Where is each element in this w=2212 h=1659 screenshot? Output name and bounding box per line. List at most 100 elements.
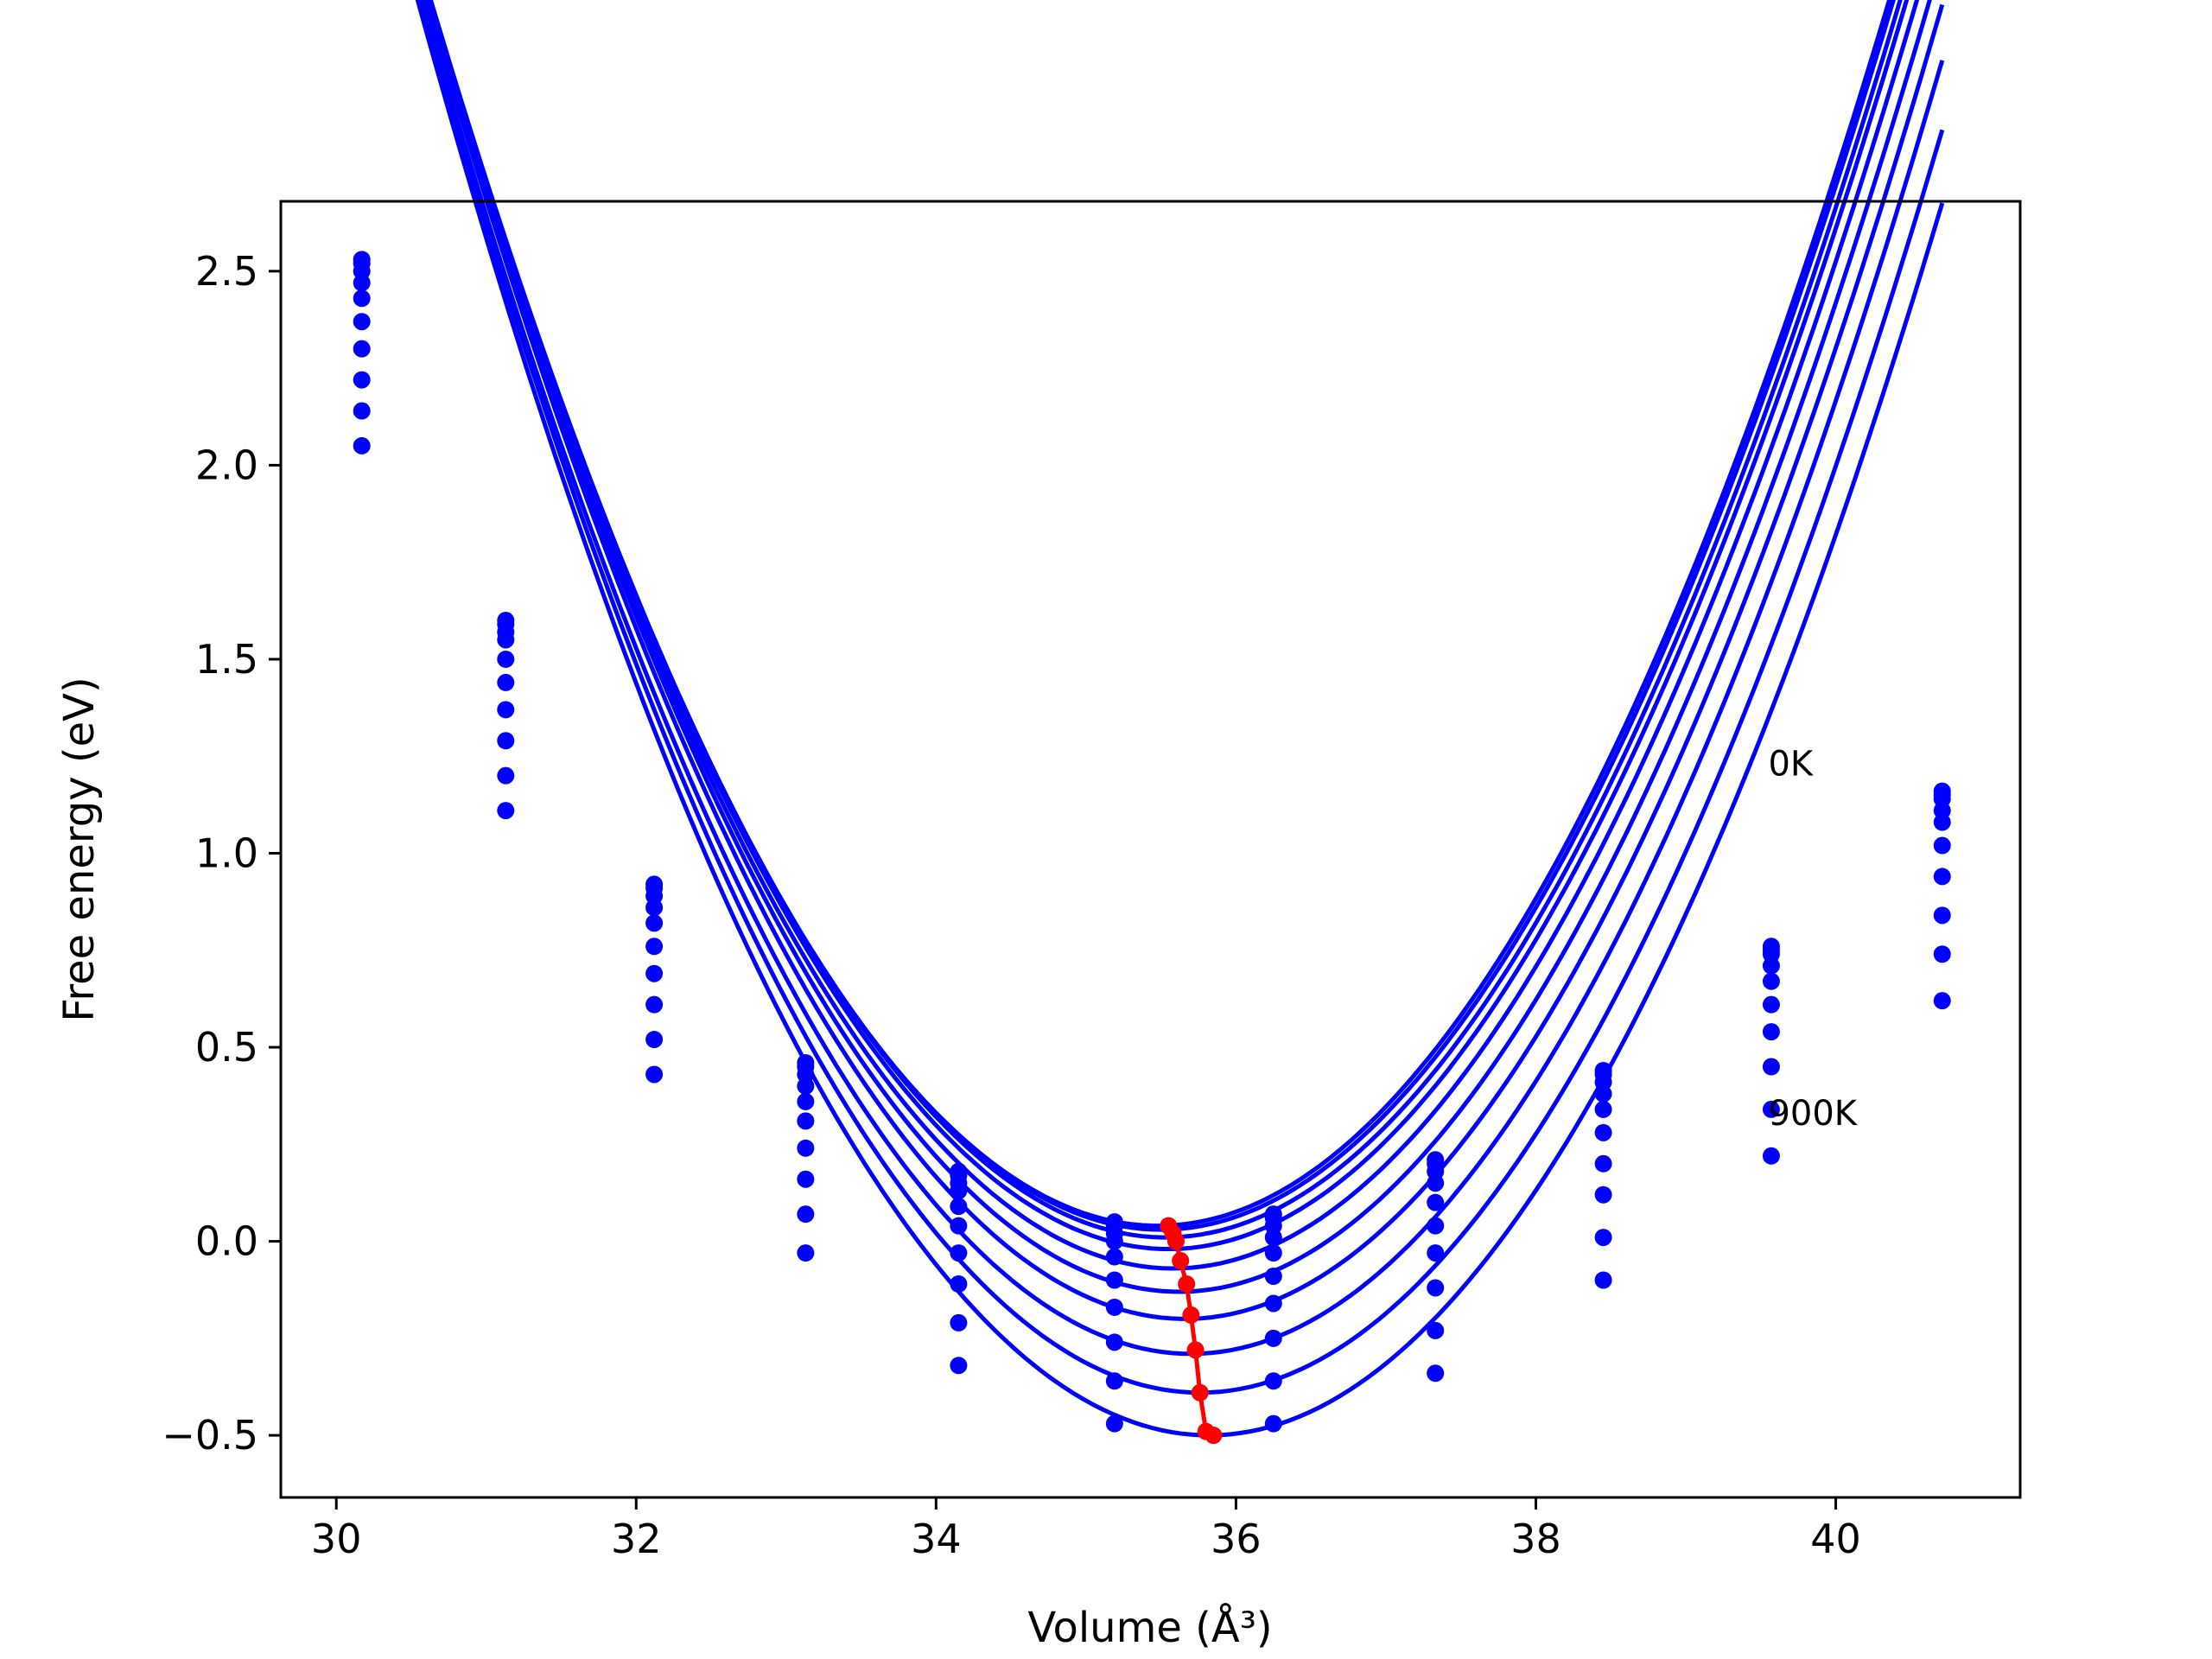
- x-tick-label: 30: [311, 1516, 362, 1562]
- data-point: [497, 631, 515, 649]
- series-line-8: [418, 0, 1945, 1395]
- data-point: [497, 802, 515, 820]
- data-point: [1427, 1244, 1445, 1262]
- data-point: [797, 1205, 815, 1224]
- data-point: [645, 914, 664, 932]
- data-point: [1594, 1084, 1612, 1103]
- data-point: [1264, 1244, 1282, 1262]
- data-point: [1105, 1333, 1123, 1351]
- data-point: [1105, 1248, 1123, 1266]
- data-point: [353, 436, 371, 454]
- data-point: [950, 1182, 968, 1200]
- data-point: [645, 899, 664, 917]
- data-point: [1427, 1364, 1445, 1382]
- data-point: [497, 766, 515, 785]
- data-point: [645, 938, 664, 956]
- x-axis-ticks: 30 32 34 36 38 40: [311, 1497, 1861, 1562]
- minimum-point: [1186, 1341, 1205, 1359]
- minimum-point: [1191, 1383, 1209, 1402]
- data-point: [1264, 1414, 1282, 1433]
- data-point: [645, 964, 664, 982]
- x-tick-label: 34: [911, 1516, 962, 1562]
- data-point: [1762, 1100, 1780, 1118]
- minimum-point: [1178, 1274, 1196, 1293]
- minimum-point: [1167, 1232, 1185, 1250]
- y-tick-label: 1.5: [195, 636, 258, 683]
- data-point: [353, 371, 371, 389]
- y-tick-label: −0.5: [162, 1412, 258, 1459]
- x-tick-label: 32: [611, 1516, 662, 1562]
- y-axis-ticks: −0.5 0.0 0.5 1.0 1.5 2.0 2.5: [162, 248, 281, 1459]
- y-tick-label: 2.0: [195, 442, 258, 488]
- data-point: [797, 1170, 815, 1188]
- series-line-7: [420, 0, 1945, 1357]
- minimum-point: [1205, 1427, 1223, 1445]
- data-point: [1594, 1123, 1612, 1141]
- data-point: [497, 701, 515, 719]
- data-point: [1105, 1372, 1123, 1390]
- data-point: [645, 1031, 664, 1049]
- data-point: [1264, 1229, 1282, 1247]
- data-point: [1594, 1185, 1612, 1204]
- data-point: [950, 1274, 968, 1293]
- data-point: [1762, 1023, 1780, 1041]
- minimum-point: [1172, 1252, 1190, 1270]
- series-points: [353, 251, 1951, 1433]
- data-point: [1264, 1329, 1282, 1347]
- data-point: [1933, 992, 1951, 1010]
- data-point: [353, 402, 371, 420]
- x-axis-label: Volume (Å³): [1027, 1603, 1272, 1652]
- data-point: [353, 313, 371, 331]
- data-point: [797, 1244, 815, 1262]
- data-point: [1762, 957, 1780, 975]
- minimum-point: [1182, 1306, 1200, 1324]
- series-curves: [415, 0, 1945, 1438]
- x-tick-label: 38: [1510, 1516, 1561, 1562]
- data-point: [1594, 1229, 1612, 1247]
- data-point: [797, 1092, 815, 1110]
- y-tick-label: 1.0: [195, 830, 258, 876]
- data-point: [797, 1112, 815, 1130]
- y-tick-label: 0.0: [195, 1218, 258, 1265]
- data-point: [1762, 972, 1780, 990]
- data-point: [497, 732, 515, 750]
- data-point: [1762, 1147, 1780, 1165]
- y-tick-label: 0.5: [195, 1024, 258, 1071]
- x-tick-label: 40: [1810, 1516, 1861, 1562]
- data-point: [1427, 1174, 1445, 1192]
- series-line-5: [426, 0, 1932, 1294]
- data-point: [797, 1077, 815, 1095]
- data-point: [1105, 1298, 1123, 1316]
- x-tick-label: 36: [1211, 1516, 1262, 1562]
- y-axis-label: Free energy (eV): [55, 677, 104, 1021]
- series-line-9: [415, 0, 1945, 1438]
- data-point: [645, 1065, 664, 1084]
- series-line-4: [426, 0, 1920, 1271]
- data-point: [1933, 868, 1951, 886]
- data-point: [950, 1217, 968, 1235]
- y-tick-label: 2.5: [195, 248, 258, 295]
- data-point: [353, 289, 371, 308]
- data-point: [1427, 1193, 1445, 1211]
- data-point: [1594, 1271, 1612, 1289]
- data-point: [353, 340, 371, 358]
- data-point: [950, 1357, 968, 1375]
- data-point: [950, 1313, 968, 1332]
- minima-line: [1160, 1217, 1223, 1445]
- data-point: [645, 995, 664, 1014]
- plot-frame: [279, 200, 2022, 1499]
- data-point: [1264, 1294, 1282, 1313]
- data-point: [353, 274, 371, 292]
- data-point: [1762, 995, 1780, 1014]
- series-line-3: [428, 0, 1910, 1251]
- data-point: [1427, 1321, 1445, 1339]
- data-point: [1933, 945, 1951, 963]
- data-point: [1933, 906, 1951, 925]
- data-point: [1427, 1279, 1445, 1297]
- data-point: [1264, 1372, 1282, 1390]
- data-point: [1762, 1058, 1780, 1076]
- data-point: [497, 673, 515, 691]
- series-line-6: [423, 0, 1945, 1321]
- data-point: [1427, 1217, 1445, 1235]
